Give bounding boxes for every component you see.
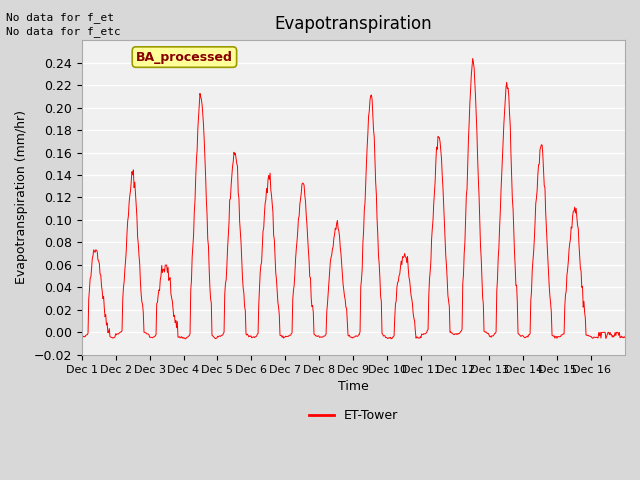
Text: No data for f_etc: No data for f_etc (6, 26, 121, 37)
Title: Evapotranspiration: Evapotranspiration (275, 15, 432, 33)
Y-axis label: Evapotranspiration (mm/hr): Evapotranspiration (mm/hr) (15, 110, 28, 285)
Text: BA_processed: BA_processed (136, 50, 233, 63)
X-axis label: Time: Time (338, 380, 369, 393)
Text: No data for f_et: No data for f_et (6, 12, 115, 23)
Legend: ET-Tower: ET-Tower (304, 404, 403, 427)
